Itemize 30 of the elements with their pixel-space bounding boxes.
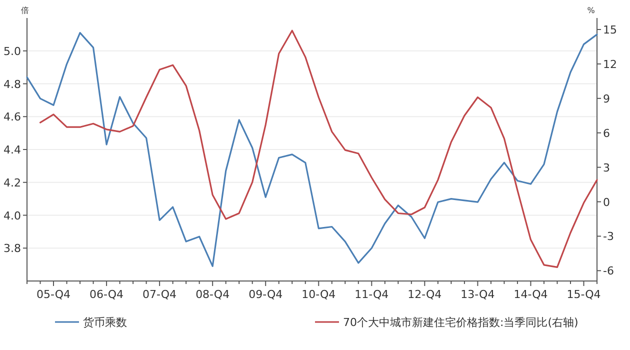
x-tick-label: 06-Q4	[90, 288, 124, 301]
x-tick-label: 08-Q4	[196, 288, 230, 301]
x-tick-label: 07-Q4	[142, 288, 177, 301]
y2-tick-label: -3	[603, 230, 614, 244]
y-tick-label: 4.6	[4, 110, 21, 124]
y2-tick-label: 15	[603, 23, 617, 36]
x-tick-label: 12-Q4	[408, 288, 442, 301]
x-tick-label: 15-Q4	[566, 288, 601, 301]
y2-axis-title: %	[587, 6, 596, 15]
x-tick-label: 09-Q4	[248, 288, 283, 301]
x-tick-label: 05-Q4	[36, 288, 71, 301]
x-tick-label: 10-Q4	[302, 288, 336, 301]
y-tick-label: 5.0	[4, 44, 21, 58]
y-tick-label: 4.4	[4, 144, 21, 156]
legend-label: 70个大中城市新建住宅价格指数:当季同比(右轴)	[343, 316, 578, 329]
y-tick-label: 4.0	[4, 209, 21, 222]
y2-tick-label: 12	[603, 58, 617, 71]
y2-tick-label: 0	[603, 196, 610, 209]
x-tick-label: 13-Q4	[460, 288, 495, 301]
x-tick-label: 14-Q4	[514, 288, 548, 301]
y-tick-label: 3.8	[4, 242, 21, 256]
y2-tick-label: 3	[603, 161, 610, 174]
y2-tick-label: 6	[603, 126, 610, 140]
y-axis-title: 倍	[21, 6, 29, 15]
legend-label: 货币乘数	[83, 316, 127, 329]
y-tick-label: 4.8	[4, 78, 21, 91]
x-tick-label: 11-Q4	[354, 288, 389, 301]
y2-tick-label: -6	[603, 264, 614, 278]
y-tick-label: 4.2	[4, 176, 21, 190]
y2-tick-label: 9	[603, 92, 610, 106]
